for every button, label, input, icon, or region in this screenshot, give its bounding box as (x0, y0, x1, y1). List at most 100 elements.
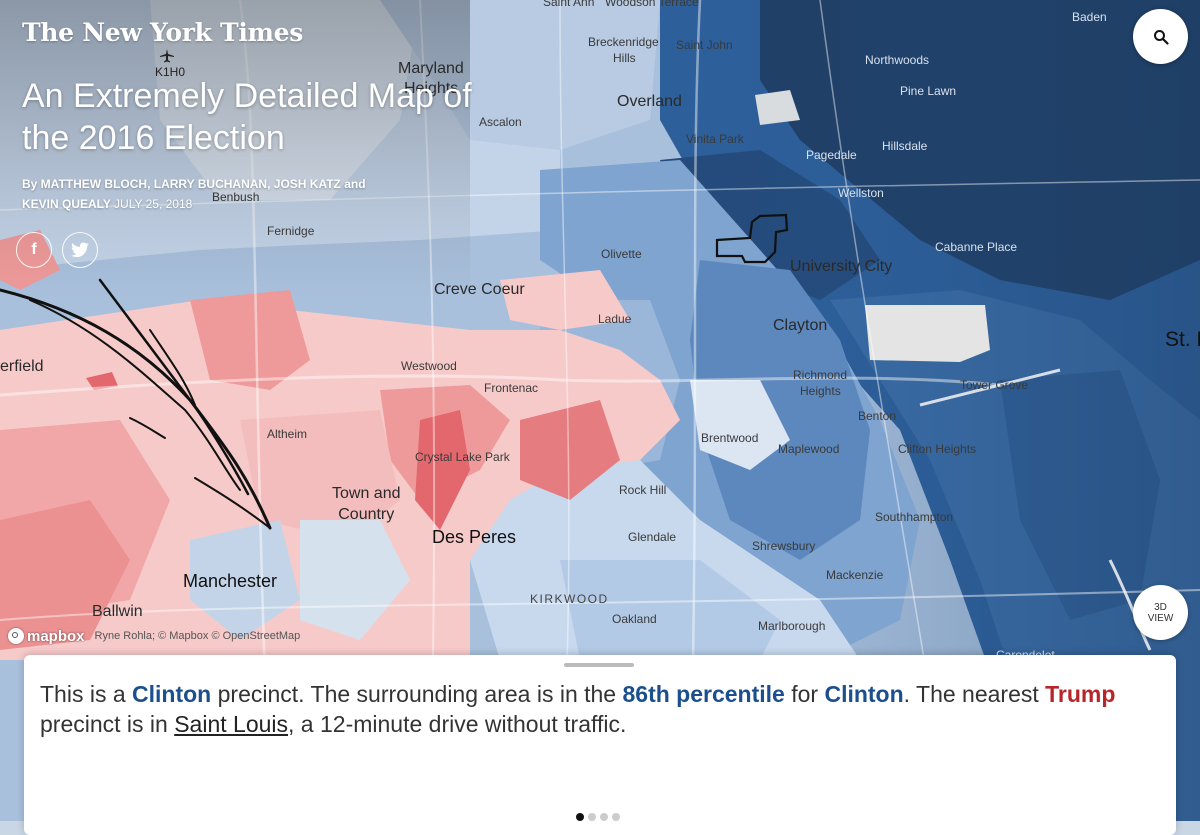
place-label: Mackenzie (826, 568, 884, 582)
place-label: Rock Hill (619, 483, 667, 497)
place-label: Des Peres (432, 527, 517, 547)
place-label: St. L (1165, 328, 1200, 351)
place-label: Ladue (598, 312, 632, 326)
search-button[interactable] (1133, 9, 1188, 64)
place-label: Vinita Park (686, 132, 744, 146)
place-label: Tower Grove (960, 378, 1029, 392)
place-label: Oakland (612, 612, 657, 626)
precinct-region (190, 290, 310, 390)
place-label: KIRKWOOD (530, 592, 609, 606)
desc-text: This is a (40, 681, 133, 707)
page-dot[interactable] (576, 813, 584, 821)
precinct-region (190, 520, 300, 640)
facebook-share-button[interactable]: f (16, 232, 52, 268)
place-label: Overland (617, 93, 682, 110)
park (755, 90, 800, 125)
selected-precinct-outline[interactable] (715, 213, 789, 264)
place-label: University City (790, 258, 893, 275)
precinct-region (240, 410, 400, 540)
mapbox-icon (8, 628, 24, 644)
place-label: Breckenridge (588, 35, 659, 49)
place-label: erfield (0, 358, 44, 375)
place-label: Olivette (601, 247, 642, 261)
map-attribution: mapbox Ryne Rohla; © Mapbox © OpenStreet… (8, 625, 300, 647)
candidate-clinton: Clinton (132, 681, 212, 707)
percentile-value: 86th percentile (622, 681, 785, 707)
3d-view-label-line2: VIEW (1147, 612, 1174, 624)
place-label: Marlborough (758, 619, 826, 633)
byline-authors: By MATTHEW BLOCH, LARRY BUCHANAN, JOSH K… (22, 177, 366, 211)
place-label: Town and Country (332, 483, 401, 525)
search-icon (1153, 29, 1169, 45)
place-label: Clifton Heights (898, 442, 977, 456)
panel-drag-handle[interactable] (564, 663, 634, 667)
place-label: Pine Lawn (900, 84, 957, 98)
precinct-region (300, 520, 410, 640)
place-label: Shrewsbury (752, 539, 816, 553)
place-label: Hillsdale (882, 139, 928, 153)
desc-text: precinct is in (40, 711, 175, 737)
precinct-region (520, 400, 620, 500)
mapbox-logo-text: mapbox (27, 627, 85, 645)
place-label: Fernidge (267, 224, 315, 238)
place-label: Ascalon (479, 115, 522, 129)
place-label: Maplewood (778, 442, 840, 456)
precinct-region (415, 410, 470, 530)
place-label: Richmond (793, 368, 848, 382)
precinct-description: This is a Clinton precinct. The surround… (40, 679, 1160, 739)
desc-text: precinct. The surrounding area is in the (211, 681, 623, 707)
page-dot[interactable] (612, 813, 620, 821)
page-dot[interactable] (600, 813, 608, 821)
byline: By MATTHEW BLOCH, LARRY BUCHANAN, JOSH K… (22, 174, 382, 214)
place-label: Westwood (401, 359, 457, 373)
nearest-place-link[interactable]: Saint Louis (174, 711, 289, 737)
place-label: Manchester (183, 571, 278, 591)
byline-date: JULY 25, 2018 (114, 197, 193, 211)
place-label: Creve Coeur (434, 281, 525, 298)
place-label: Benbush (212, 190, 260, 204)
desc-text: , a 12-minute drive without traffic. (288, 711, 627, 737)
place-label: K1H0 (155, 65, 186, 79)
candidate-trump: Trump (1045, 681, 1116, 707)
path-lines (0, 278, 272, 530)
precinct-region (150, 0, 420, 200)
place-label: Maryland (398, 60, 464, 77)
place-label: Pagedale (806, 148, 857, 162)
precinct-region (380, 0, 660, 150)
place-label: Frontenac (484, 381, 539, 395)
3d-view-button[interactable]: 3D VIEW (1133, 585, 1188, 640)
twitter-icon (71, 242, 89, 258)
place-label: Crystal Lake Park (415, 450, 510, 464)
precinct-region (690, 380, 790, 470)
place-label: Woodson Terrace (605, 0, 699, 9)
page-indicator[interactable] (576, 813, 620, 821)
desc-text: . The nearest (903, 681, 1046, 707)
place-label: Heights (404, 80, 459, 97)
info-panel: This is a Clinton precinct. The surround… (24, 655, 1176, 835)
place-label: Southhampton (875, 510, 954, 524)
place-label-line: Country (338, 506, 395, 523)
place-label: Baden (1072, 10, 1107, 24)
place-label: Heights (800, 384, 841, 398)
page-dot[interactable] (588, 813, 596, 821)
place-label: Wellston (838, 186, 884, 200)
precinct-region (86, 372, 118, 390)
candidate-clinton: Clinton (824, 681, 904, 707)
place-label-line: Town and (332, 485, 401, 502)
place-label: Saint Ann (543, 0, 595, 9)
place-label: Ballwin (92, 603, 143, 620)
airport-icon (160, 49, 174, 63)
3d-view-label-line1: 3D (1154, 601, 1167, 613)
nyt-logo[interactable]: The New York Times (22, 18, 304, 47)
place-label: Hills (613, 51, 636, 65)
precinct-region (690, 260, 870, 560)
precinct-region (0, 500, 130, 650)
headline: An Extremely Detailed Map of the 2016 El… (22, 77, 472, 157)
place-label: Clayton (773, 317, 828, 334)
mapbox-logo[interactable]: mapbox (8, 628, 85, 645)
attribution-credit[interactable]: Ryne Rohla; © Mapbox © OpenStreetMap (94, 630, 301, 642)
place-label: Brentwood (701, 431, 759, 445)
place-label: Northwoods (865, 53, 930, 67)
twitter-share-button[interactable]: t (62, 232, 98, 268)
precinct-region (560, 560, 780, 660)
